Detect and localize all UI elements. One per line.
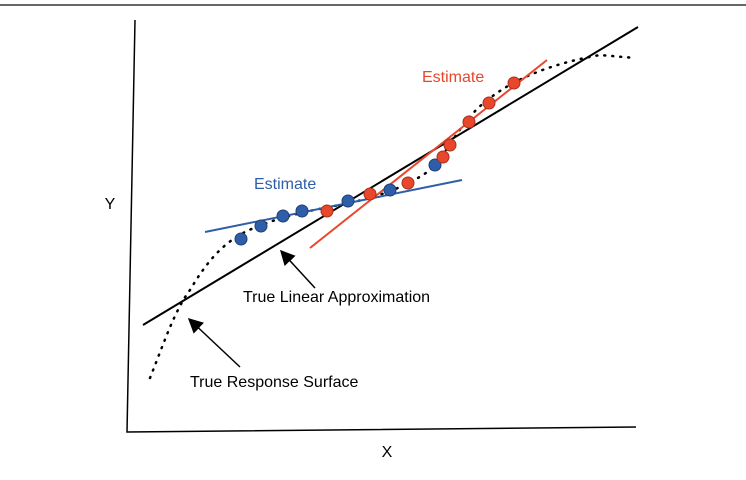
arrow	[187, 317, 241, 368]
axes	[126, 19, 637, 433]
surface-label: True Response Surface	[190, 374, 358, 391]
red-estimate-label: Estimate	[422, 69, 484, 86]
arrow	[279, 249, 316, 289]
x-axis-label: X	[382, 444, 393, 461]
linear-label: True Linear Approximation	[243, 289, 430, 306]
red-points	[320, 76, 521, 218]
blue-points	[234, 158, 442, 246]
red-estimate-line	[309, 59, 548, 249]
linear-approximation	[142, 26, 639, 326]
blue-estimate-label: Estimate	[254, 176, 316, 193]
response-surface	[148, 53, 637, 380]
blue-estimate-line	[204, 179, 463, 233]
y-axis-label: Y	[105, 196, 116, 213]
